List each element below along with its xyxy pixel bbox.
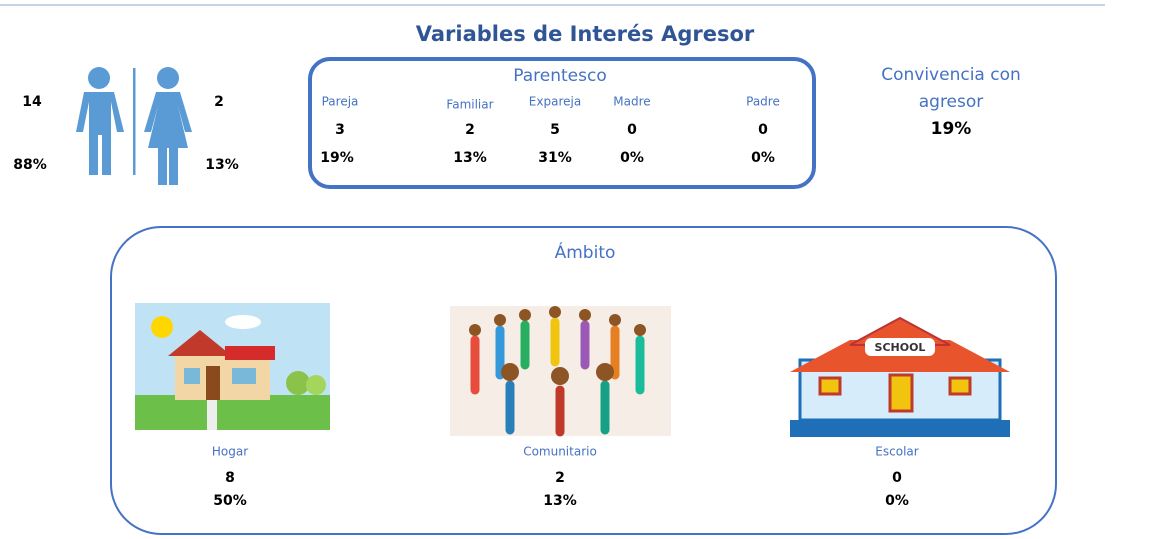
ambito-label: Hogar (212, 445, 248, 459)
parentesco-count: 0 (758, 122, 768, 138)
male-count: 14 (22, 94, 42, 110)
ambito-label: Comunitario (523, 445, 597, 459)
ambito-label: Escolar (875, 445, 918, 459)
parentesco-count: 3 (335, 122, 345, 138)
hogar-image (135, 303, 330, 430)
parentesco-count: 5 (550, 122, 560, 138)
ambito-percent: 50% (213, 493, 247, 509)
parentesco-title: Parentesco (513, 66, 606, 86)
page: Variables de Interés Agresor 14 88% 2 13… (0, 0, 1175, 539)
parentesco-label: Pareja (322, 95, 359, 109)
parentesco-label: Familiar (446, 98, 493, 112)
ambito-percent: 13% (543, 493, 577, 509)
gender-icons (76, 67, 192, 185)
ambito-items: Hogar 8 50% Comunitario 2 13% Escolar 0 0% (212, 445, 919, 510)
dashboard: Variables de Interés Agresor 14 88% 2 13… (0, 0, 1175, 539)
ambito-count: 8 (225, 470, 235, 486)
parentesco-percent: 19% (320, 150, 354, 166)
parentesco-items: Pareja 3 19% Familiar 2 13% Expareja 5 31% Madre 0… (320, 95, 780, 167)
female-count: 2 (214, 94, 224, 110)
parentesco-label: Padre (746, 95, 780, 109)
convivencia-label: Convivencia con (881, 65, 1021, 85)
comunitario-image (450, 306, 671, 436)
ambito-count: 0 (892, 470, 902, 486)
parentesco-percent: 31% (538, 150, 572, 166)
parentesco-label: Madre (613, 95, 650, 109)
parentesco-count: 2 (465, 122, 475, 138)
parentesco-count: 0 (627, 122, 637, 138)
parentesco-label: Expareja (529, 95, 581, 109)
school-sign: SCHOOL (875, 341, 926, 354)
title: Variables de Interés Agresor (416, 22, 755, 46)
ambito-count: 2 (555, 470, 565, 486)
parentesco-percent: 13% (453, 150, 487, 166)
ambito-title: Ámbito (555, 241, 616, 263)
convivencia-label: agresor (919, 92, 984, 112)
ambito-percent: 0% (885, 493, 909, 509)
parentesco-percent: 0% (620, 150, 644, 166)
convivencia-percent: 19% (931, 119, 972, 139)
escolar-image: SCHOOL (790, 318, 1010, 437)
male-percent: 88% (13, 157, 47, 173)
parentesco-percent: 0% (751, 150, 775, 166)
female-percent: 13% (205, 157, 239, 173)
